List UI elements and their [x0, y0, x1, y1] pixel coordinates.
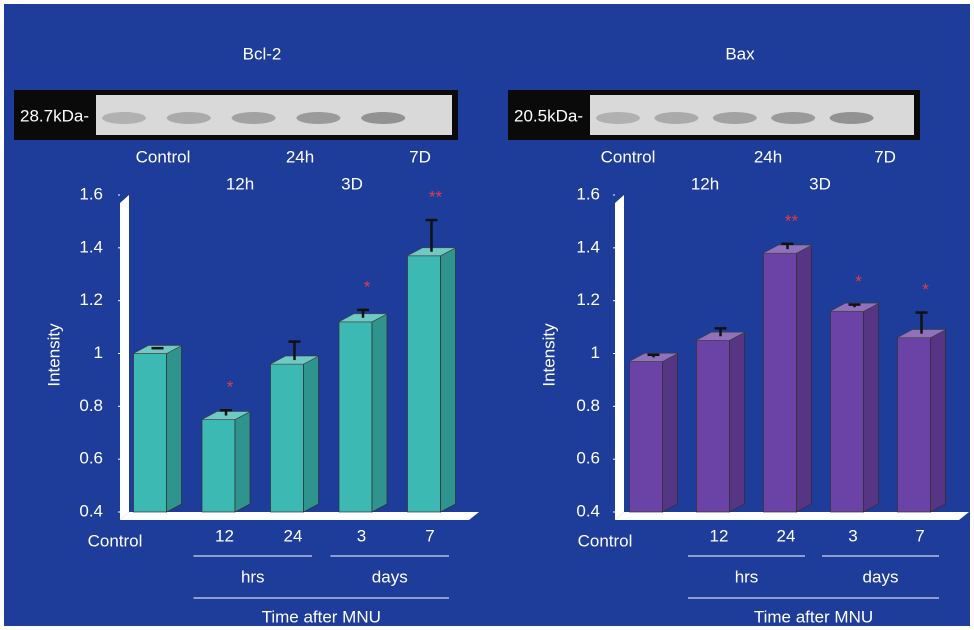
blot-band: [771, 112, 815, 124]
page: Bcl-2 Control 12h 24h 3D 7D 28.7kDa- 0.4 0.6 0.8 1…: [0, 0, 974, 630]
significance-mark: *: [364, 277, 371, 296]
blot-band: [232, 112, 276, 124]
x-axis-label: Time after MNU: [262, 607, 381, 626]
bar-side-shade: [372, 314, 387, 512]
bar: [764, 253, 797, 512]
lane-label: 3D: [341, 174, 363, 193]
group-label: hrs: [735, 567, 759, 586]
lane-label: 7D: [409, 147, 431, 166]
y-tick-label: 0.4: [79, 501, 103, 520]
x-tick-label: 12: [215, 526, 234, 545]
x-tick-label: Control: [578, 531, 633, 550]
y-tick-label: 0.8: [79, 396, 103, 415]
y-tick-label: 1: [591, 343, 600, 362]
lane-label: 12h: [691, 174, 719, 193]
blot-band: [596, 112, 640, 124]
bar: [697, 340, 730, 512]
x-tick-label: 3: [848, 526, 857, 545]
blot-size-label: 28.7kDa-: [20, 106, 89, 125]
bar: [134, 354, 167, 513]
group-label: days: [863, 567, 899, 586]
blot-band: [654, 112, 698, 124]
y-tick-label: 1.6: [79, 184, 103, 203]
blot-band: [167, 112, 211, 124]
bar-side-shade: [663, 353, 678, 512]
bar: [630, 361, 663, 512]
bar-side-shade: [797, 245, 812, 512]
y-tick-label: 0.8: [576, 396, 600, 415]
y-tick-label: 0.6: [79, 449, 103, 468]
lane-label: Control: [601, 147, 656, 166]
x-axis-label: Time after MNU: [754, 607, 873, 626]
lane-label: Control: [136, 147, 191, 166]
significance-mark: **: [785, 211, 799, 230]
blot-size-label: 20.5kDa-: [514, 106, 583, 125]
x-tick-label: 3: [357, 526, 366, 545]
lane-label: 3D: [809, 174, 831, 193]
blot-band: [361, 112, 405, 124]
y-axis-label: Intensity: [539, 323, 558, 387]
y-tick-label: 1: [94, 343, 103, 362]
y-tick-label: 1.4: [576, 237, 600, 256]
bar-side-shade: [864, 303, 879, 512]
bar-side-shade: [235, 412, 250, 512]
y-tick-label: 1.2: [79, 290, 103, 309]
chart-title: Bax: [725, 44, 755, 63]
bar: [408, 256, 441, 512]
significance-mark: *: [855, 272, 862, 291]
bar-side-shade: [931, 330, 946, 512]
significance-mark: *: [922, 280, 929, 299]
significance-mark: *: [227, 378, 234, 397]
x-tick-label: 7: [425, 526, 434, 545]
x-tick-label: 24: [777, 526, 796, 545]
bar: [898, 338, 931, 512]
group-label: days: [372, 567, 408, 586]
lane-label: 7D: [874, 147, 896, 166]
blot-band: [296, 112, 340, 124]
bar-side-shade: [304, 356, 319, 512]
y-tick-label: 0.6: [576, 449, 600, 468]
bar: [831, 311, 864, 512]
bar: [202, 420, 235, 512]
lane-label: 24h: [754, 147, 782, 166]
blot-band: [102, 112, 146, 124]
chart-title: Bcl-2: [243, 44, 282, 63]
blot-band: [713, 112, 757, 124]
x-tick-label: 24: [284, 526, 303, 545]
floor: [615, 512, 969, 520]
bar: [339, 322, 372, 512]
lane-label: 12h: [226, 174, 254, 193]
back-wall: [120, 195, 129, 520]
significance-mark: **: [429, 188, 443, 207]
blot-band: [830, 112, 874, 124]
bar-side-shade: [441, 248, 456, 512]
error-bar: [152, 348, 164, 349]
x-tick-label: 12: [710, 526, 729, 545]
y-tick-label: 0.4: [576, 501, 600, 520]
bar-side-shade: [730, 332, 745, 512]
y-tick-label: 1.2: [576, 290, 600, 309]
figure: Bcl-2 Control 12h 24h 3D 7D 28.7kDa- 0.4 0.6 0.8 1…: [0, 0, 974, 630]
bar: [271, 364, 304, 512]
x-tick-label: Control: [88, 531, 143, 550]
y-tick-label: 1.4: [79, 237, 103, 256]
y-axis-label: Intensity: [44, 323, 63, 387]
group-label: hrs: [241, 567, 265, 586]
x-tick-label: 7: [915, 526, 924, 545]
bar-side-shade: [167, 346, 182, 513]
back-wall: [615, 195, 624, 520]
y-tick-label: 1.6: [576, 184, 600, 203]
floor: [120, 512, 479, 520]
lane-label: 24h: [286, 147, 314, 166]
